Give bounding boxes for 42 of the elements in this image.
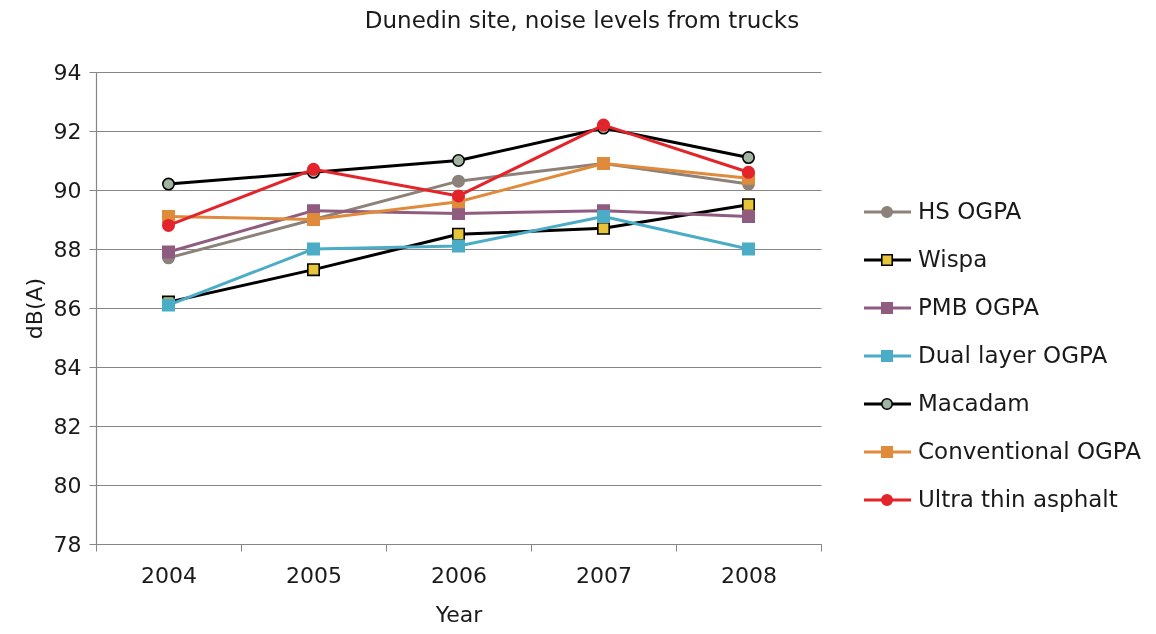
legend-label: PMB OGPA	[918, 294, 1040, 320]
legend-label: Ultra thin asphalt	[918, 486, 1118, 512]
point	[742, 165, 755, 179]
x-tick-label: 2008	[721, 562, 777, 588]
y-tick-label: 82	[53, 413, 82, 439]
point	[307, 242, 320, 256]
y-tick-label: 94	[53, 59, 82, 85]
point	[307, 263, 320, 277]
legend-label: Wispa	[918, 246, 988, 272]
chart-title: Dunedin site, noise levels from trucks	[364, 7, 800, 33]
point	[162, 177, 175, 191]
y-tick-label: 78	[53, 531, 82, 557]
y-tick-label: 84	[53, 354, 82, 380]
point	[597, 210, 610, 224]
x-tick-label: 2004	[141, 562, 197, 588]
point	[742, 210, 755, 224]
point	[742, 198, 755, 212]
point	[452, 239, 465, 253]
y-tick-label: 80	[53, 472, 82, 498]
point	[742, 151, 755, 165]
x-axis-title: Year	[434, 601, 484, 627]
point	[452, 227, 465, 241]
legend-label: Conventional OGPA	[918, 438, 1142, 464]
y-tick-label: 92	[53, 118, 82, 144]
point	[452, 189, 465, 203]
y-axis-title: dB(A)	[21, 277, 47, 340]
point	[742, 242, 755, 256]
point	[452, 174, 465, 188]
x-tick-label: 2005	[286, 562, 342, 588]
point	[452, 207, 465, 221]
x-tick-label: 2006	[431, 562, 487, 588]
x-tick-label: 2007	[576, 562, 632, 588]
y-tick-label: 88	[53, 236, 82, 262]
y-tick-label: 86	[53, 295, 82, 321]
legend-label: Dual layer OGPA	[918, 342, 1108, 368]
point	[162, 218, 175, 232]
legend-label: Macadam	[918, 390, 1030, 416]
legend-label: HS OGPA	[918, 198, 1022, 224]
y-tick-label: 90	[53, 177, 82, 203]
point	[452, 154, 465, 167]
point	[597, 221, 610, 235]
point	[162, 245, 175, 259]
